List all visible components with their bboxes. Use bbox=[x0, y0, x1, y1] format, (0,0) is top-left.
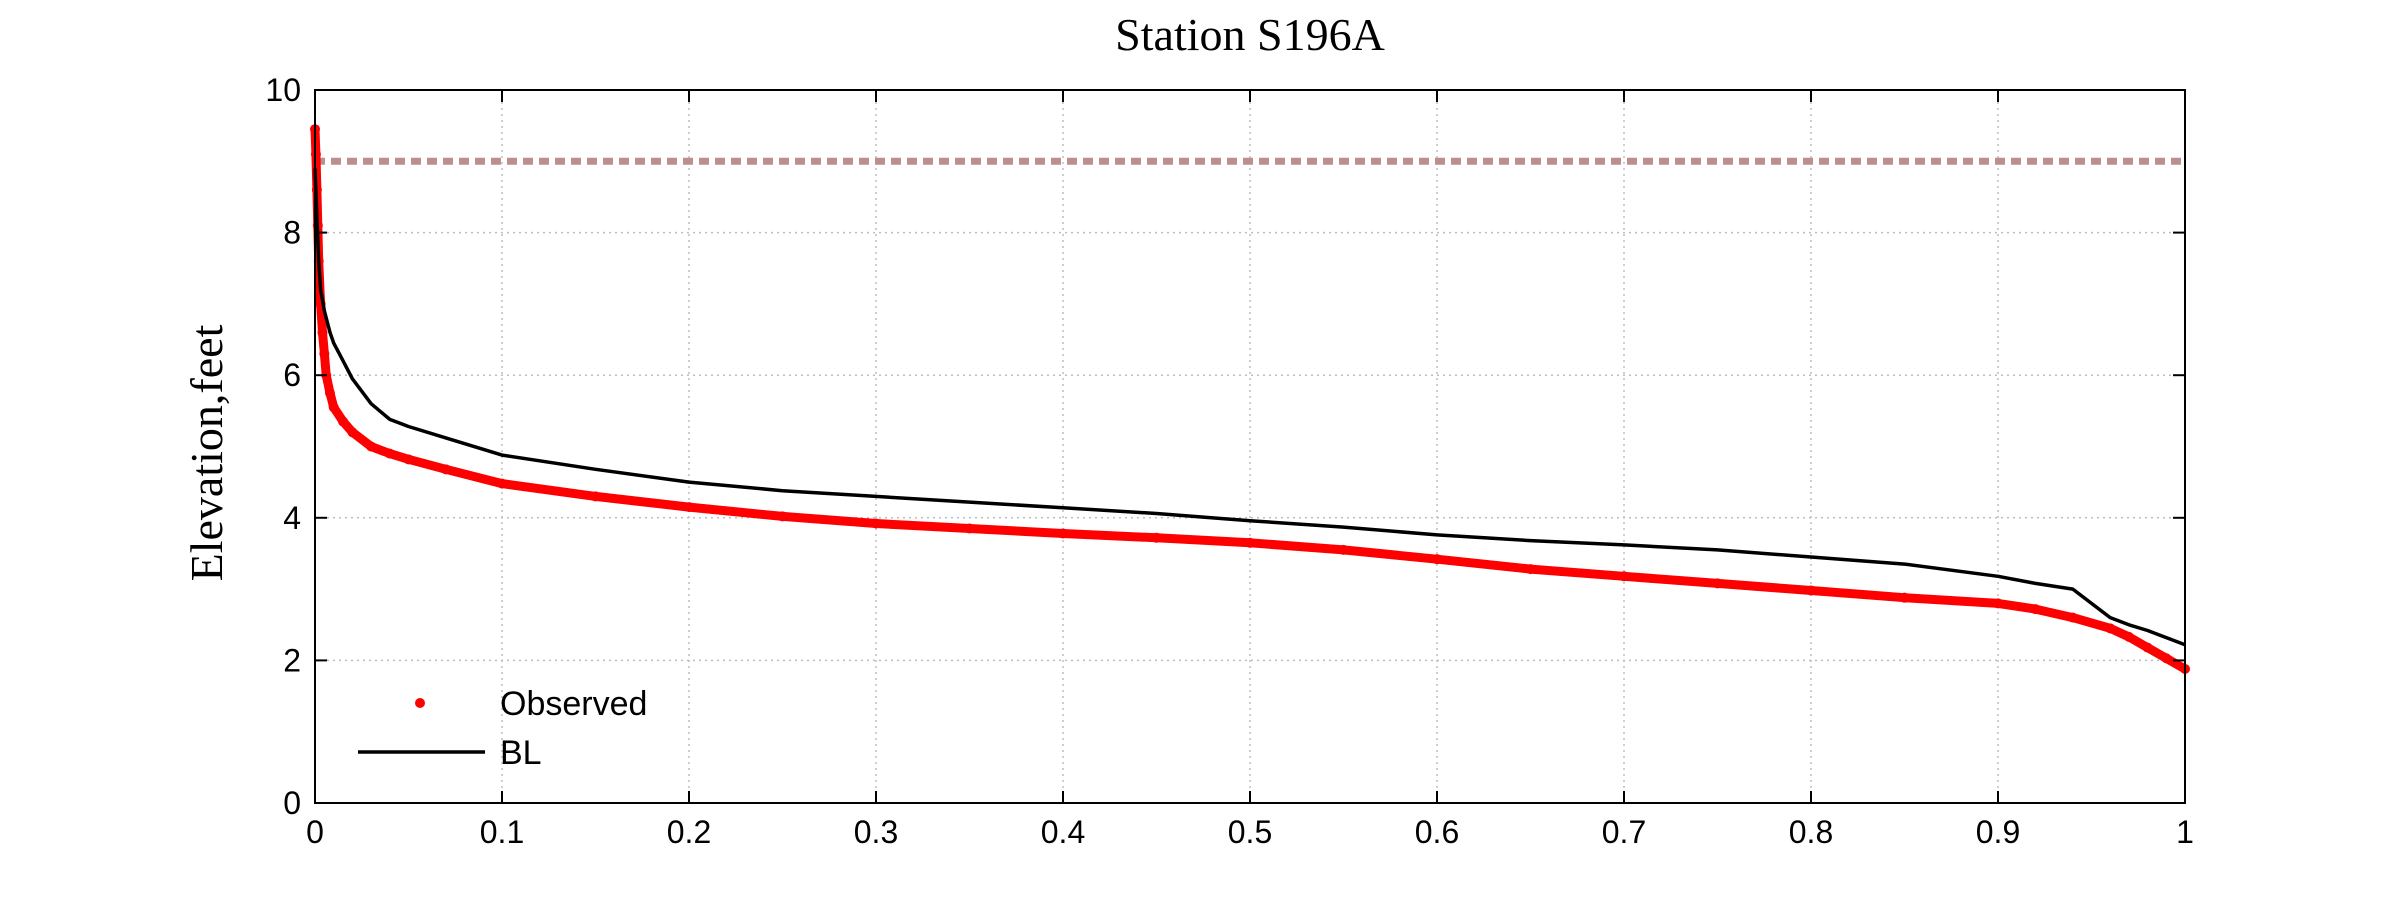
x-tick-label: 0.5 bbox=[1228, 814, 1272, 850]
data-point-observed bbox=[324, 388, 335, 399]
data-point-observed bbox=[328, 402, 339, 413]
y-tick-label: 4 bbox=[283, 500, 301, 536]
y-tick-label: 2 bbox=[283, 642, 301, 678]
data-point-observed bbox=[684, 502, 694, 513]
data-point-observed bbox=[2142, 642, 2153, 653]
x-tick-label: 0.7 bbox=[1602, 814, 1646, 850]
y-tick-label: 10 bbox=[265, 72, 301, 108]
x-tick-label: 0.2 bbox=[667, 814, 711, 850]
data-point-observed bbox=[2030, 604, 2041, 615]
y-tick-label: 8 bbox=[283, 215, 301, 251]
grid-lines bbox=[315, 90, 2185, 803]
data-point-observed bbox=[964, 523, 975, 534]
data-point-observed bbox=[338, 416, 349, 427]
data-point-observed bbox=[1712, 578, 1723, 589]
data-point-observed bbox=[1058, 528, 1068, 539]
data-point-observed bbox=[1245, 537, 1255, 548]
data-point-observed bbox=[2123, 631, 2134, 642]
data-point-observed bbox=[590, 491, 601, 502]
x-tick-label: 0 bbox=[306, 814, 324, 850]
x-tick-label: 0.8 bbox=[1789, 814, 1833, 850]
x-tick-label: 0.9 bbox=[1976, 814, 2020, 850]
chart-title: Station S196A bbox=[1115, 9, 1385, 60]
data-point-observed bbox=[2067, 612, 2078, 623]
x-tick-label: 0.4 bbox=[1041, 814, 1085, 850]
data-point-observed bbox=[1338, 544, 1349, 555]
legend-label-bl: BL bbox=[500, 734, 542, 772]
data-point-observed bbox=[1432, 554, 1442, 565]
y-tick-label: 6 bbox=[283, 357, 301, 393]
data-point-observed bbox=[2161, 653, 2172, 664]
y-tick-label: 0 bbox=[283, 785, 301, 821]
x-tick-label: 1 bbox=[2176, 814, 2194, 850]
data-point-observed bbox=[497, 478, 507, 489]
data-point-observed bbox=[777, 511, 788, 522]
legend-label-observed: Observed bbox=[500, 685, 647, 723]
data-point-observed bbox=[1151, 532, 1162, 543]
series-layer bbox=[310, 124, 2190, 674]
data-point-observed bbox=[1525, 564, 1536, 575]
data-point-observed bbox=[384, 448, 395, 459]
x-tick-label: 0.6 bbox=[1415, 814, 1459, 850]
legend: Observed BL bbox=[358, 685, 647, 772]
data-point-observed bbox=[366, 441, 377, 452]
series-line-bl bbox=[313, 168, 2186, 647]
data-point-observed bbox=[2105, 623, 2116, 634]
x-tick-label: 0.3 bbox=[854, 814, 898, 850]
data-point-observed bbox=[440, 464, 451, 475]
data-point-observed bbox=[1993, 598, 2003, 609]
data-point-observed bbox=[317, 327, 328, 338]
y-axis-label: Elevation,feet bbox=[181, 324, 232, 581]
legend-marker-observed bbox=[415, 698, 425, 708]
data-point-observed bbox=[347, 427, 358, 438]
data-point-observed bbox=[1619, 571, 1629, 582]
data-point-observed bbox=[871, 518, 881, 529]
data-point-observed bbox=[319, 348, 330, 359]
data-point-observed bbox=[1806, 585, 1816, 596]
data-point-observed bbox=[1899, 592, 1910, 603]
x-tick-label: 0.1 bbox=[480, 814, 524, 850]
data-point-observed bbox=[403, 454, 414, 465]
